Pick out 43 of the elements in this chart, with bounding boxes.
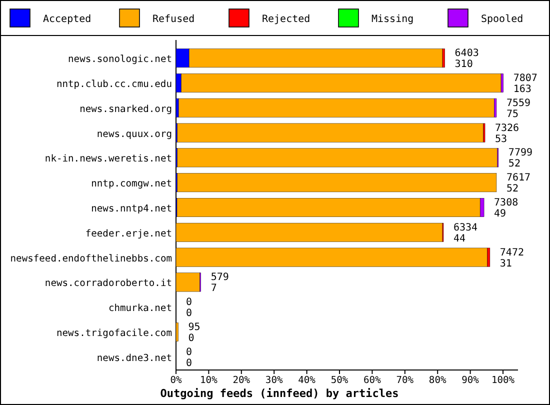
y-tick-label: chmurka.net <box>108 303 172 314</box>
annotation: 7326 53 <box>495 122 520 145</box>
annotation: 0 0 <box>186 297 192 320</box>
x-tick-label: 20% <box>232 375 250 386</box>
annotation: 579 7 <box>210 272 229 294</box>
x-tick-label: 0% <box>170 375 182 386</box>
x-tick-label: 10% <box>200 375 218 386</box>
x-axis-title: Outgoing feeds (innfeed) by articles <box>160 387 399 400</box>
y-tick-label: news.trigofacile.com <box>56 328 172 340</box>
x-tick-label: 40% <box>298 375 316 386</box>
y-tick-label: news.snarked.org <box>80 104 172 115</box>
y-tick-label: nntp.comgw.net <box>91 178 172 190</box>
y-tick-label: newsfeed.endofthelinebbs.com <box>10 253 172 264</box>
x-tick-label: 60% <box>364 375 382 386</box>
x-tick-label: 80% <box>428 375 446 386</box>
legend-label: Missing <box>372 14 414 25</box>
annotation: 6403 310 <box>454 48 479 70</box>
y-tick-label: nk-in.news.weretis.net <box>44 154 172 165</box>
legend-label: Accepted <box>43 14 92 25</box>
y-tick-label: nntp.club.cc.cmu.edu <box>56 78 172 90</box>
y-tick-label: news.sonologic.net <box>68 54 172 66</box>
text: 7559 75 <box>506 98 531 120</box>
x-tick-label: 30% <box>265 375 283 386</box>
legend-label: Rejected <box>262 14 310 25</box>
x-tick-label: 100% <box>491 375 515 386</box>
text: 7807 163 <box>513 72 538 95</box>
annotation: 95 0 <box>188 322 200 344</box>
y-tick-label: news.corradoroberto.it <box>44 278 172 290</box>
x-tick-label: 70% <box>396 375 414 386</box>
y-tick-label: feeder.erje.net <box>85 228 172 240</box>
y-tick-label: news.dne3.net <box>96 352 172 364</box>
annotation: 7472 31 <box>500 247 524 270</box>
x-tick-label: 50% <box>330 375 348 386</box>
legend-label: Refused <box>152 14 195 25</box>
annotation: 7308 49 <box>494 198 518 220</box>
annotation: 0 0 <box>186 346 192 369</box>
text: 7617 52 <box>506 172 531 195</box>
annotation: 6334 44 <box>453 222 478 244</box>
y-tick-label: news.quux.org <box>96 128 172 140</box>
legend-label: Spooled <box>481 14 524 25</box>
y-tick-label: news.nntp4.net <box>91 204 172 214</box>
text: 7799 52 <box>508 148 533 170</box>
x-tick-label: 90% <box>462 375 480 386</box>
